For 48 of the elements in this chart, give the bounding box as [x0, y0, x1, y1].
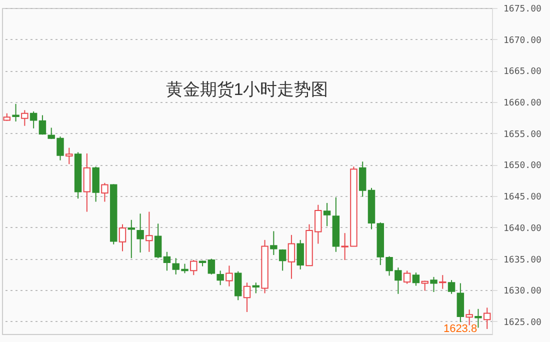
y-tick-label: 1665.00 — [504, 67, 542, 78]
candlestick — [288, 234, 296, 280]
candlestick — [252, 282, 260, 294]
candlestick — [270, 230, 278, 256]
candlestick — [21, 110, 28, 126]
candlestick — [483, 307, 491, 330]
candlestick — [323, 202, 331, 227]
candlestick — [448, 280, 456, 294]
y-tick-label: 1675.00 — [504, 4, 542, 14]
candlestick — [430, 276, 438, 292]
candlestick — [296, 239, 304, 270]
candlestick — [118, 224, 126, 252]
candlestick — [278, 248, 286, 272]
candlestick — [243, 282, 251, 313]
candlestick — [234, 270, 242, 301]
candlestick — [66, 147, 73, 165]
y-tick-label: 1625.00 — [504, 318, 542, 328]
y-tick-label: 1635.00 — [504, 255, 542, 266]
candlestick — [439, 274, 446, 290]
candlestick — [208, 258, 216, 275]
candlestick — [412, 272, 420, 286]
candlestick — [128, 219, 136, 259]
candlestick — [136, 213, 144, 253]
candlestick — [83, 152, 91, 212]
candlestick — [38, 114, 46, 136]
candlestick — [358, 161, 366, 198]
text: 黄金期货1小时走势图 — [166, 80, 328, 99]
candlestick — [30, 110, 38, 129]
candlestick — [190, 260, 198, 276]
candlestick — [421, 280, 428, 292]
y-tick-label: 1640.00 — [504, 224, 542, 234]
y-tick-label: 1670.00 — [504, 36, 542, 46]
y-tick-label: 1660.00 — [504, 98, 542, 109]
y-tick-label: 1655.00 — [504, 130, 542, 140]
candlestick — [403, 270, 411, 284]
candlestick — [154, 223, 162, 259]
candlestick — [101, 182, 108, 202]
candlestick — [216, 270, 224, 286]
candlestick — [226, 265, 233, 287]
candlestick — [12, 103, 20, 122]
y-tick-label: 1645.00 — [504, 192, 542, 203]
y-tick-label: 1650.00 — [504, 161, 542, 172]
candlestick — [163, 251, 171, 272]
y-tick-label: 1630.00 — [504, 286, 542, 297]
annotation: 1623.8 — [443, 323, 478, 335]
candlestick — [466, 309, 473, 326]
candlestick — [146, 211, 153, 252]
candlestick — [456, 282, 464, 323]
